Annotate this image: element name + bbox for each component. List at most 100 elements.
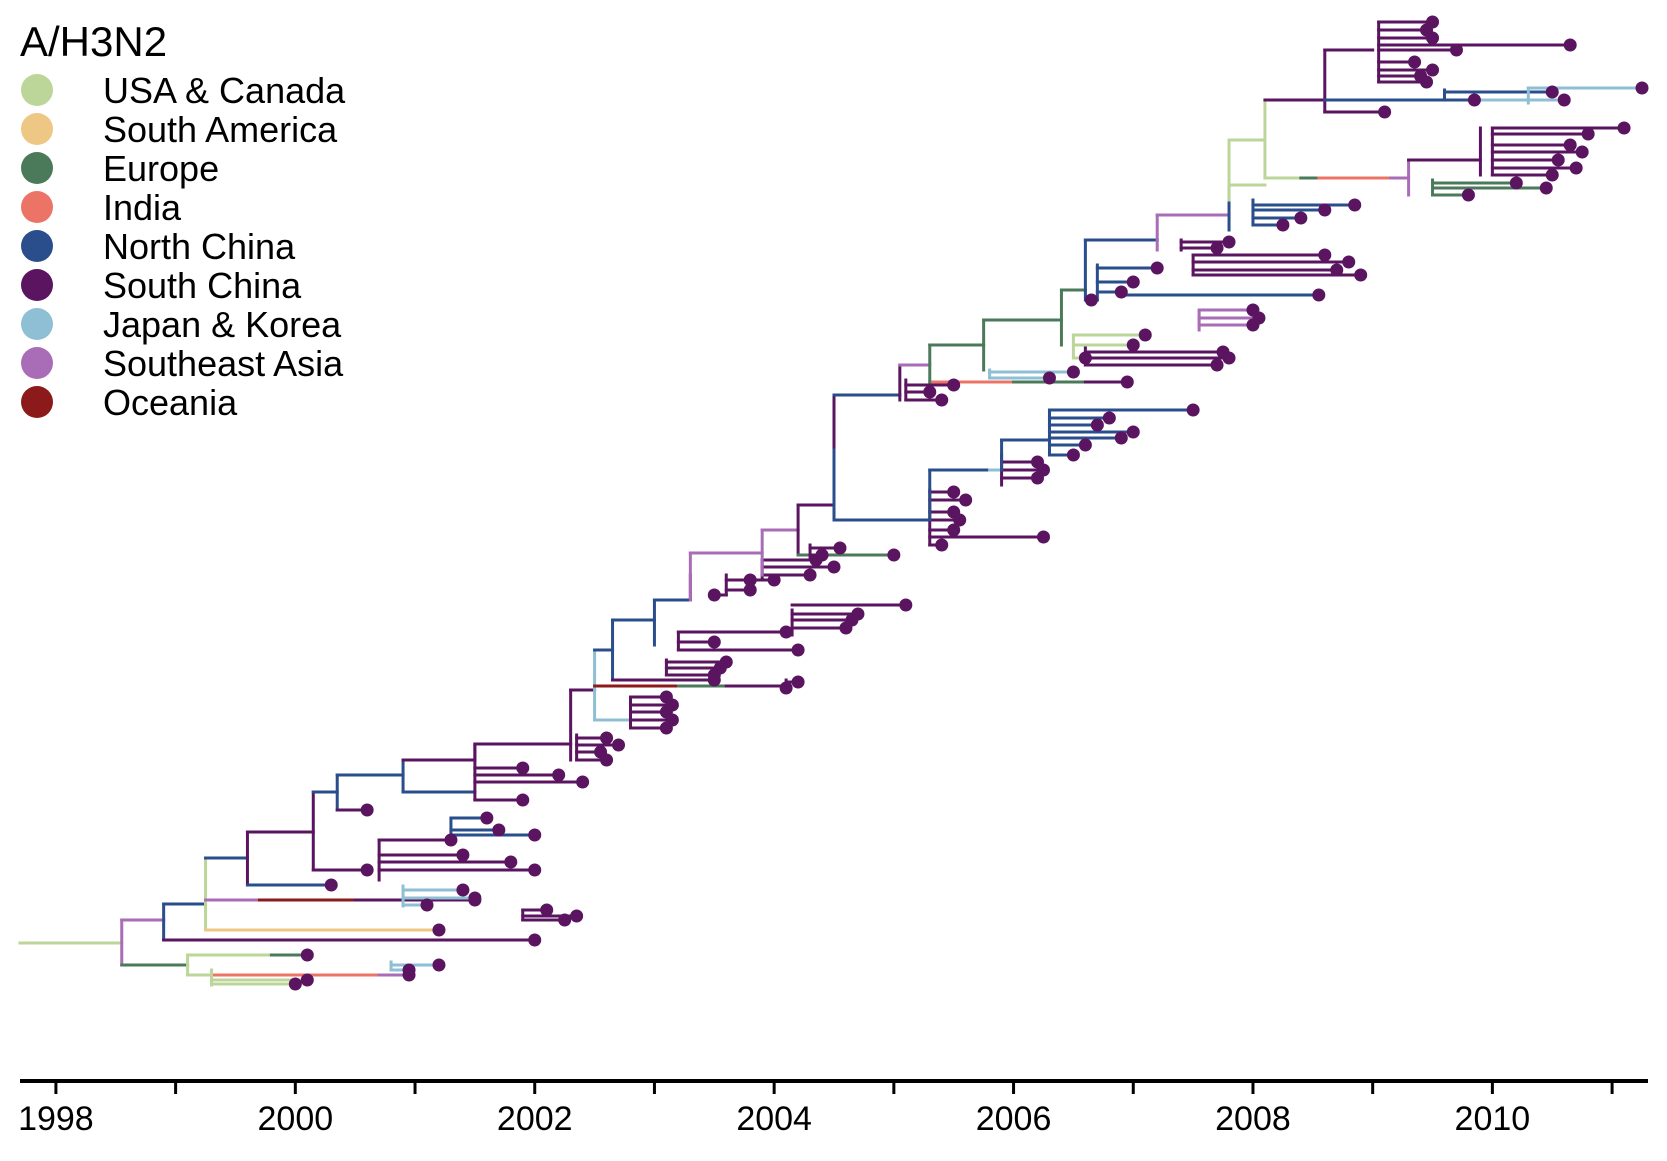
tree-tip [1342,255,1356,269]
tree-tip [1066,448,1080,462]
tree-tip [827,560,841,574]
tree-tip [1378,105,1392,119]
tree-tip [480,811,494,825]
tree-tip [1509,176,1523,190]
legend-swatch [21,74,53,106]
tree-tip [1557,93,1571,107]
axis-tick-label: 2006 [976,1100,1052,1138]
tree-tip [1545,168,1559,182]
tree-tip [833,541,847,555]
tree-tip [1426,63,1440,77]
legend-label: South America [103,109,338,150]
tree-tip [959,493,973,507]
legend-label: South China [103,265,302,306]
tree-tip [899,598,913,612]
tree-tip [947,523,961,537]
tree-tip [1545,85,1559,99]
tree-tip [791,675,805,689]
tree-tip [1563,38,1577,52]
tree-tip [1312,288,1326,302]
legend-label: Japan & Korea [103,304,342,345]
legend-swatch [21,347,53,379]
tree-tip [1635,81,1649,95]
legend-label: North China [103,226,296,267]
tree-tip [1126,275,1140,289]
tree-tip [1210,241,1224,255]
legend-label: India [103,187,182,228]
tree-tip [743,573,757,587]
legend-label: USA & Canada [103,70,346,111]
tree-tip [1617,121,1631,135]
tree-tip [432,958,446,972]
tree-tip [1551,153,1565,167]
legend-label: Europe [103,148,219,189]
tree-tip [1066,365,1080,379]
legend-swatch [21,269,53,301]
tree-tip [1114,285,1128,299]
tree-tip [1210,358,1224,372]
tree-tip [492,823,506,837]
tree-tip [360,803,374,817]
tree-tip [402,963,416,977]
tree-tip [300,948,314,962]
tree-tip [1318,248,1332,262]
tree-tip [1318,203,1332,217]
tree-tip [1078,438,1092,452]
tree-tip [1102,411,1116,425]
axis-tick-label: 2010 [1455,1100,1531,1138]
tree-tip [1222,351,1236,365]
tree-tip [1138,328,1152,342]
tree-tip [707,668,721,682]
axis-ticks: 1998 2000 2002 2004 2006 2008 2010 [18,1081,1614,1138]
tree-tip [1581,127,1595,141]
legend-label: Oceania [103,382,238,423]
tree-tip [707,635,721,649]
tree-tip [360,863,374,877]
tree-tip [1408,55,1422,69]
tree-tip [528,863,542,877]
tree-tip [1078,351,1092,365]
tree-tip [839,621,853,635]
time-axis: 1998 2000 2002 2004 2006 2008 2010 [18,1079,1648,1138]
tree-tip [540,903,554,917]
tree-tip [1150,261,1164,275]
tree-tips [288,15,1649,991]
tree-tip [1569,161,1583,175]
tree-tip [1090,418,1104,432]
tree-tip [947,378,961,392]
tree-tip [1126,338,1140,352]
legend-swatch [21,152,53,184]
tree-tip [935,538,949,552]
legend-swatch [21,386,53,418]
tree-tip [779,681,793,695]
legend-label: Southeast Asia [103,343,344,384]
tree-tip [779,625,793,639]
tree-tip [1084,293,1098,307]
tree-tip [420,898,434,912]
tree-tip [504,855,518,869]
axis-tick-label: 2002 [497,1100,573,1138]
tree-tip [516,793,530,807]
tree-tip [1114,431,1128,445]
legend-swatch [21,308,53,340]
tree-tip [1348,198,1362,212]
tree-tip [887,548,901,562]
tree-tip [444,833,458,847]
tree-tip [1031,471,1044,485]
tree-tip [300,973,314,987]
tree-tip [456,883,470,897]
tree-tip [1126,425,1140,439]
tree-tip [1461,188,1475,202]
tree-tip [288,977,302,991]
tree-tip [767,573,781,587]
axis-tick-label: 1998 [18,1100,94,1138]
tree-tip [570,909,584,923]
tree-tip [1186,403,1200,417]
tree-tip [791,643,805,657]
axis-tick-label: 2008 [1215,1100,1291,1138]
tree-tip [552,768,566,782]
tree-tip [1354,268,1368,282]
tree-tip [1246,318,1260,332]
